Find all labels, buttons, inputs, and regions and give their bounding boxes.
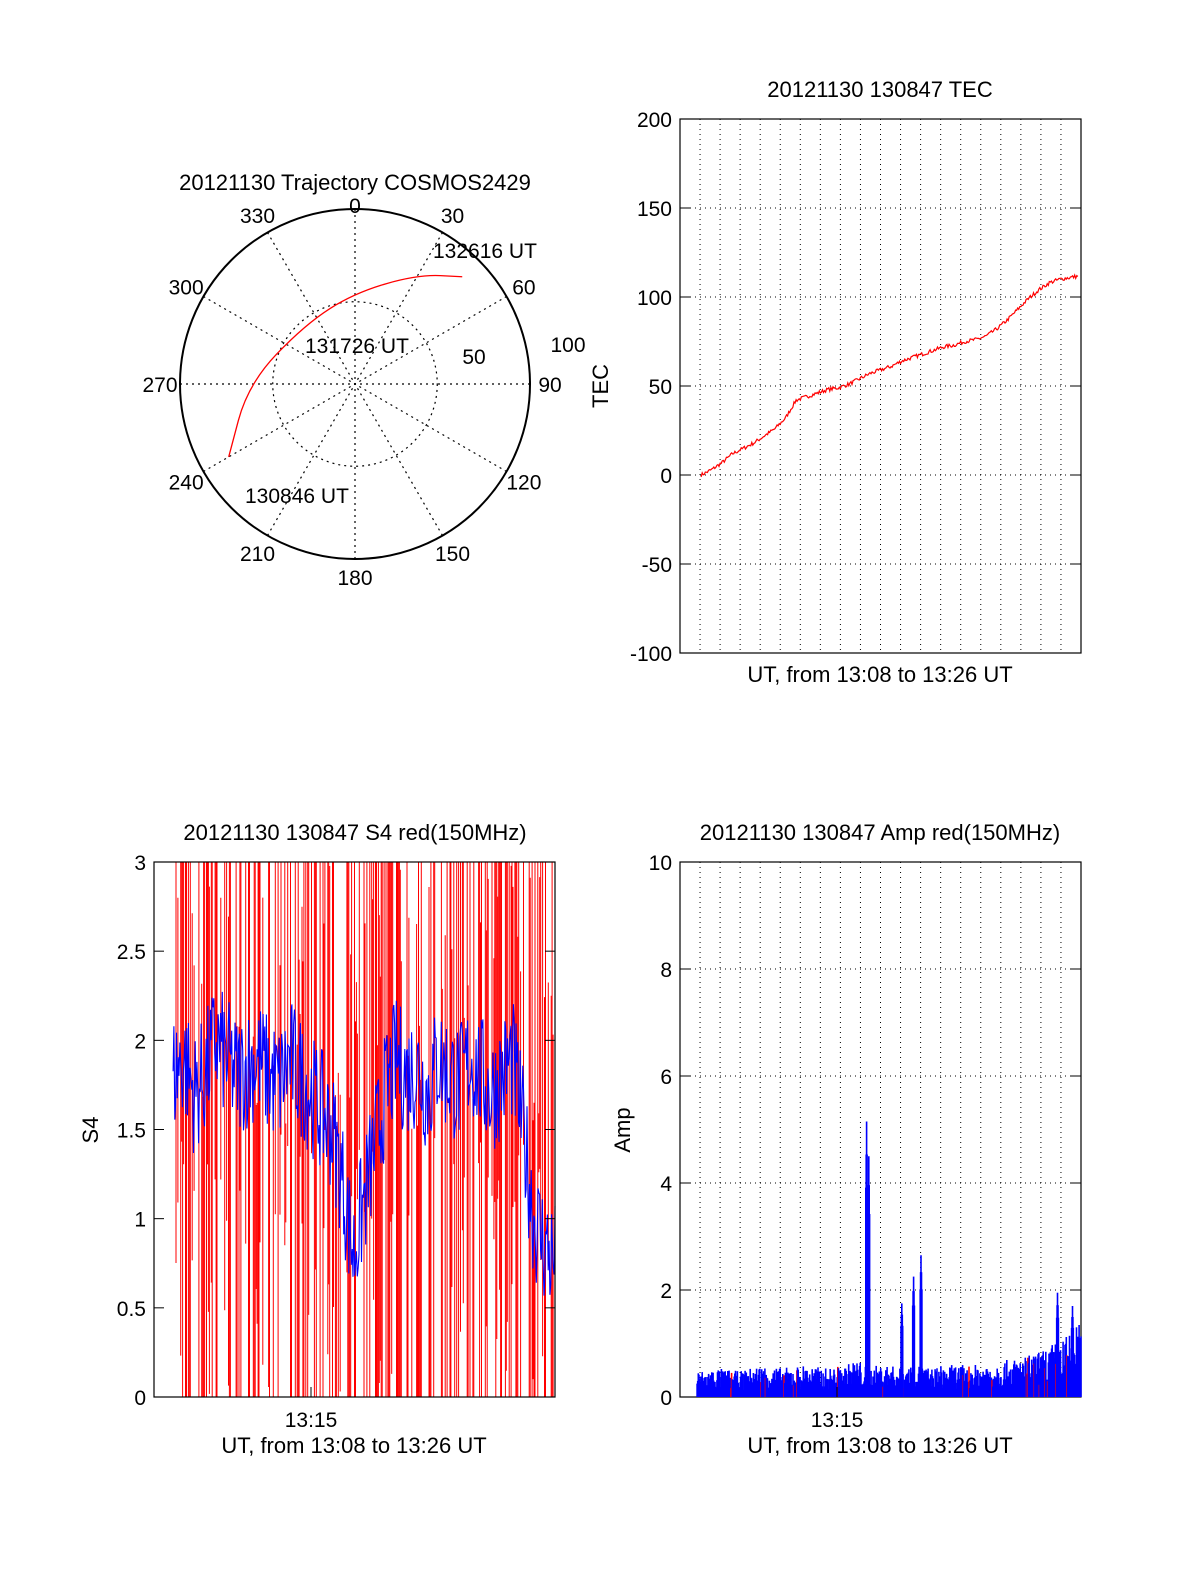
polar-azimuth-label: 150 <box>435 543 470 566</box>
s4-y-label: S4 <box>78 1117 103 1144</box>
polar-panel: 20121130 Trajectory COSMOS2429 0 30 60 90 12… <box>142 170 585 590</box>
y-tick-label: 150 <box>637 198 672 221</box>
amp-blue-series <box>696 1121 1082 1397</box>
y-tick-label: 6 <box>660 1066 672 1089</box>
polar-azimuth-label: 60 <box>512 277 535 300</box>
amp-title: 20121130 130847 Amp red(150MHz) <box>700 820 1060 845</box>
y-tick-label: 2.5 <box>117 941 146 964</box>
s4-y-tick-labels: 0 0.5 1 1.5 2 2.5 3 <box>117 852 555 1410</box>
polar-azimuth-label: 330 <box>240 205 275 228</box>
y-tick-label: 0 <box>660 1387 672 1410</box>
s4-blue-series <box>172 991 556 1296</box>
s4-x-label: UT, from 13:08 to 13:26 UT <box>221 1433 486 1458</box>
y-tick-label: -50 <box>642 554 672 577</box>
polar-azimuth-label: 30 <box>441 205 464 228</box>
y-tick-label: 0 <box>660 465 672 488</box>
y-tick-label: 0 <box>134 1387 146 1410</box>
tec-title: 20121130 130847 TEC <box>767 77 993 102</box>
y-tick-label: 0.5 <box>117 1298 146 1321</box>
tec-y-label: TEC <box>588 364 613 408</box>
y-tick-label: 100 <box>637 287 672 310</box>
polar-azimuth-label: 90 <box>538 374 561 397</box>
amp-y-label: Amp <box>610 1107 635 1152</box>
polar-azimuth-label: 180 <box>337 567 372 590</box>
polar-title: 20121130 Trajectory COSMOS2429 <box>179 170 531 195</box>
tec-series-line <box>700 273 1079 478</box>
s4-x-tick-label: 13:15 <box>285 1409 338 1432</box>
polar-azimuth-label: 120 <box>506 472 541 495</box>
polar-track-label-start: 130846 UT <box>245 485 349 508</box>
polar-outer-circle <box>179 208 531 560</box>
y-tick-label: 1 <box>134 1209 146 1232</box>
polar-azimuth-label: 0 <box>349 195 361 218</box>
y-tick-label: 8 <box>660 959 672 982</box>
polar-track-label-end: 132616 UT <box>433 240 537 263</box>
polar-azimuth-label: 270 <box>142 374 177 397</box>
y-tick-label: 4 <box>660 1173 672 1196</box>
polar-azimuth-label: 300 <box>169 277 204 300</box>
y-tick-label: 3 <box>134 852 146 875</box>
amp-grid <box>680 862 1081 1397</box>
y-tick-label: 1.5 <box>117 1120 146 1143</box>
polar-azimuth-labels: 0 30 60 90 120 150 180 210 240 270 300 330 <box>142 195 561 590</box>
polar-trajectory-track <box>228 274 463 458</box>
tec-y-tick-labels: -100 -50 0 50 100 150 200 <box>630 109 1081 666</box>
y-tick-label: -100 <box>630 643 672 666</box>
s4-panel: 20121130 130847 S4 red(150MHz) 0 0.5 1 1.5 2… <box>78 820 556 1458</box>
tec-panel: 20121130 130847 TEC -100-50050100150200 … <box>588 77 1082 687</box>
amp-x-label: UT, from 13:08 to 13:26 UT <box>747 1433 1012 1458</box>
tec-grid <box>680 119 1081 653</box>
polar-ring-label-50: 50 <box>462 346 485 369</box>
y-tick-label: 50 <box>649 376 672 399</box>
tec-x-label: UT, from 13:08 to 13:26 UT <box>747 662 1012 687</box>
polar-ring-50 <box>272 301 438 467</box>
polar-grid <box>180 209 530 559</box>
y-tick-label: 200 <box>637 109 672 132</box>
amp-x-tick-label: 13:15 <box>811 1409 864 1432</box>
amp-panel: 20121130 130847 Amp red(150MHz) 0246810 … <box>610 820 1082 1458</box>
s4-title: 20121130 130847 S4 red(150MHz) <box>183 820 526 845</box>
polar-ring-label-100: 100 <box>550 334 585 357</box>
polar-spoke <box>266 232 444 536</box>
y-tick-label: 2 <box>660 1280 672 1303</box>
y-tick-label: 10 <box>649 852 672 875</box>
y-tick-label: 2 <box>134 1030 146 1053</box>
polar-azimuth-label: 210 <box>240 543 275 566</box>
polar-azimuth-label: 240 <box>169 472 204 495</box>
amp-y-tick-labels: 0 2 4 6 8 10 <box>649 852 1081 1410</box>
polar-track-label-mid: 131726 UT <box>305 335 409 358</box>
